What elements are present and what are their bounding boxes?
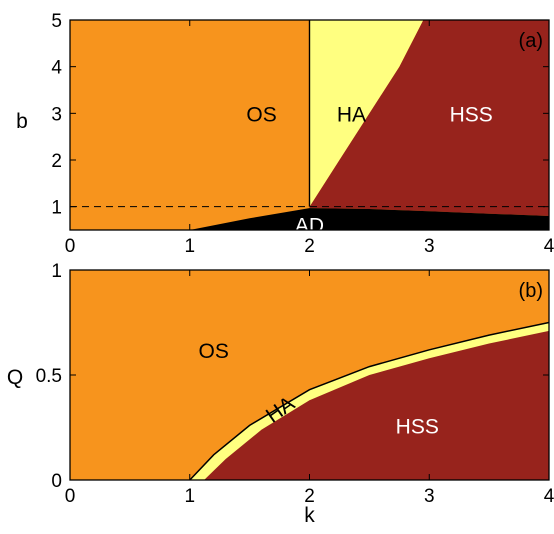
b-y-tick-label: 0.5 bbox=[36, 366, 62, 387]
a-x-tick-label: 0 bbox=[65, 236, 76, 257]
region-label-os-b: OS bbox=[199, 340, 229, 363]
region-hss-a bbox=[309, 20, 549, 216]
panel-label-b: (b) bbox=[519, 280, 543, 302]
y-axis-label-q: Q bbox=[7, 366, 23, 389]
b-x-tick-label: 1 bbox=[184, 486, 195, 507]
a-x-tick-label: 4 bbox=[544, 236, 554, 257]
y-axis-label-b: b bbox=[16, 110, 28, 133]
a-x-tick-label: 2 bbox=[304, 236, 315, 257]
a-x-tick-label: 3 bbox=[424, 236, 435, 257]
a-x-tick-label: 1 bbox=[184, 236, 195, 257]
region-hss-b bbox=[204, 330, 549, 480]
b-y-tick-label: 1 bbox=[51, 261, 62, 282]
region-label-os-a: OS bbox=[246, 103, 276, 126]
boundary-curve-b bbox=[189, 321, 550, 481]
b-x-tick-label: 4 bbox=[544, 486, 554, 507]
region-label-hss-a: HSS bbox=[450, 103, 493, 126]
b-y-tick-label: 0 bbox=[51, 471, 62, 492]
region-ad-a bbox=[189, 208, 550, 230]
region-label-hss-b: HSS bbox=[396, 415, 439, 438]
a-y-tick-label: 1 bbox=[51, 198, 62, 219]
b-x-tick-label: 2 bbox=[304, 486, 315, 507]
panel-label-a: (a) bbox=[519, 30, 543, 52]
a-y-tick-label: 4 bbox=[51, 58, 62, 79]
b-x-tick-label: 3 bbox=[424, 486, 435, 507]
a-y-tick-label: 3 bbox=[51, 104, 62, 125]
region-ha-a bbox=[309, 20, 424, 207]
x-axis-label-k: k bbox=[304, 504, 315, 527]
region-label-ha-a: HA bbox=[337, 103, 366, 126]
a-y-tick-label: 5 bbox=[51, 11, 62, 32]
b-x-tick-label: 0 bbox=[65, 486, 76, 507]
a-y-tick-label: 2 bbox=[51, 151, 62, 172]
